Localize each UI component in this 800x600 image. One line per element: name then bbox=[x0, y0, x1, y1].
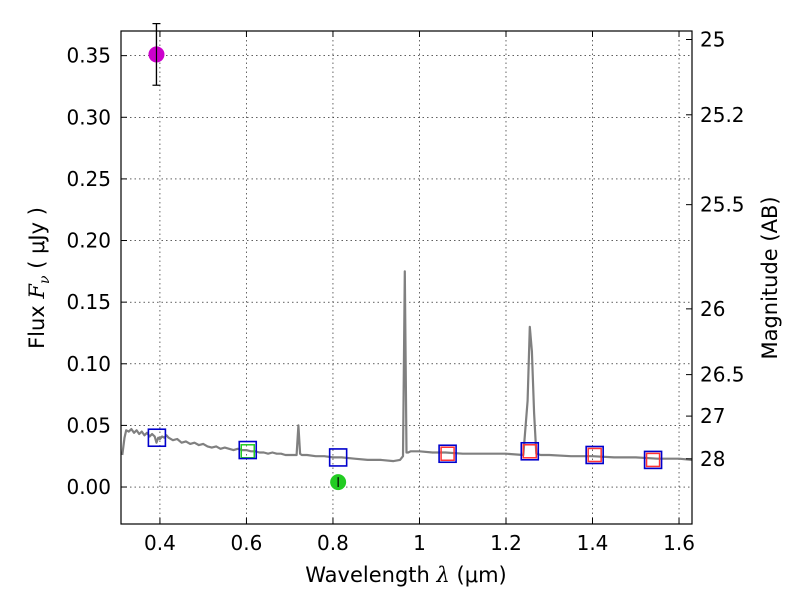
x-tick-label: 1.2 bbox=[490, 531, 522, 555]
y-tick-label: 0.15 bbox=[66, 290, 111, 314]
x-tick-label: 1.6 bbox=[663, 531, 695, 555]
model-photometry-marker bbox=[438, 444, 457, 464]
y-tick-label: 0.05 bbox=[66, 413, 111, 437]
y-tick-label: 0.30 bbox=[66, 105, 111, 129]
model-photometry-marker bbox=[585, 445, 604, 465]
x-axis-label: Wavelength λ (μm) bbox=[305, 563, 506, 587]
y2-tick-label: 26.5 bbox=[700, 363, 745, 387]
y2-tick-label: 28 bbox=[700, 447, 725, 471]
plot-frame bbox=[120, 30, 693, 525]
y-tick-label: 0.35 bbox=[66, 44, 111, 68]
model-photometry-marker bbox=[328, 448, 348, 467]
y-tick-label: 0.00 bbox=[66, 475, 111, 499]
model-spectrum-line bbox=[121, 270, 693, 463]
model-photometry-marker bbox=[238, 440, 258, 460]
model-photometry-marker bbox=[643, 450, 663, 470]
x-axis-ticks: 0.4 0.6 0.8 1 1.2 1.4 1.6 bbox=[144, 31, 695, 555]
y-axis-ticks: 0.00 0.05 0.10 0.15 0.20 0.25 0.30 0.35 bbox=[66, 44, 127, 499]
y2-axis-label: Magnitude (AB) bbox=[758, 196, 782, 359]
y-tick-label: 0.10 bbox=[66, 352, 111, 376]
observed-square-marker bbox=[522, 444, 538, 459]
model-photometry-marker bbox=[147, 428, 167, 448]
observed-square-marker bbox=[645, 452, 661, 468]
y-tick-label: 0.25 bbox=[66, 167, 111, 191]
x-tick-label: 0.4 bbox=[144, 531, 176, 555]
observed-square-marker bbox=[440, 446, 455, 461]
model-spectrum-layer bbox=[121, 270, 693, 463]
y2-tick-label: 25 bbox=[700, 28, 725, 52]
x-tick-label: 1 bbox=[413, 531, 426, 555]
photometry-markers-layer bbox=[147, 23, 663, 491]
y-axis-label: Flux Fν ( μJy ) bbox=[25, 207, 53, 349]
y2-tick-label: 25.5 bbox=[700, 193, 745, 217]
model-photometry-marker bbox=[520, 441, 540, 461]
y2-tick-label: 27 bbox=[700, 404, 725, 428]
x-tick-label: 1.4 bbox=[577, 531, 609, 555]
x-tick-label: 0.8 bbox=[317, 531, 349, 555]
y2-tick-label: 26 bbox=[700, 297, 725, 321]
x-tick-label: 0.6 bbox=[231, 531, 263, 555]
y2-tick-label: 25.2 bbox=[700, 103, 745, 127]
y-tick-label: 0.20 bbox=[66, 229, 111, 253]
observed-square-marker bbox=[587, 447, 602, 463]
y2-axis-ticks: 25 25.2 25.5 26 26.5 27 28 bbox=[686, 28, 745, 471]
